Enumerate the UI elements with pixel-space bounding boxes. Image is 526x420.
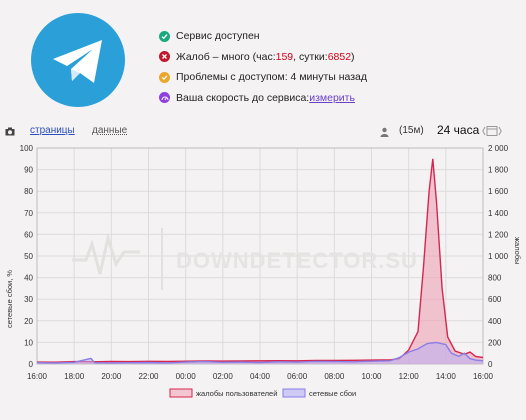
- y-left-tick: 70: [24, 209, 33, 218]
- y-right-tick: 200: [488, 338, 502, 347]
- x-tick: 02:00: [213, 372, 234, 381]
- complaints-text-before: Жалоб – много (час:: [176, 50, 276, 63]
- x-tick: 16:00: [27, 372, 48, 381]
- complaints-hour-count: 159: [275, 50, 294, 63]
- range-selector[interactable]: 24 часа: [437, 123, 480, 137]
- y-left-tick: 50: [24, 252, 33, 261]
- interval-selector[interactable]: (15м): [399, 125, 424, 136]
- complaints-text-mid: , сутки:: [293, 50, 328, 63]
- y-left-tick: 90: [24, 166, 33, 175]
- y-right-tick: 1 800: [488, 166, 509, 175]
- access-problems-text: Проблемы с доступом: 4 минуты назад: [176, 71, 368, 84]
- x-tick: 08:00: [324, 372, 345, 381]
- y-right-tick: 1 600: [488, 187, 509, 196]
- cross-icon: [159, 51, 170, 63]
- x-tick: 10:00: [361, 372, 382, 381]
- y-left-tick: 100: [20, 144, 34, 153]
- chart-grid: [36, 147, 484, 365]
- outages-series-area: [37, 342, 483, 364]
- status-list: Сервис доступен Жалоб – много (час: 159,…: [159, 26, 367, 108]
- complaints-series-line: [36, 158, 484, 363]
- y-left-tick: 20: [24, 317, 33, 326]
- camera-icon[interactable]: [5, 127, 15, 136]
- x-tick: 18:00: [64, 372, 85, 381]
- chart-series: [36, 158, 484, 364]
- y-left-tick: 80: [24, 187, 33, 196]
- y-left-tick: 10: [24, 338, 33, 347]
- status-item-complaints: Жалоб – много (час: 159, сутки: 6852): [159, 47, 367, 68]
- clock-icon: [159, 71, 170, 83]
- check-icon: [159, 30, 170, 42]
- x-tick: 06:00: [287, 372, 308, 381]
- y-right-tick: 1 200: [488, 230, 509, 239]
- legend-swatch-outages: [282, 388, 306, 398]
- y-left-tick: 40: [24, 274, 33, 283]
- y-left-tick: 60: [24, 230, 33, 239]
- x-tick: 04:00: [250, 372, 271, 381]
- watermark: DOWNDETECTOR.SU: [72, 228, 418, 290]
- status-available-text: Сервис доступен: [176, 30, 260, 43]
- user-icon[interactable]: [380, 127, 389, 137]
- watermark-text: DOWNDETECTOR.SU: [176, 248, 418, 273]
- x-tick: 00:00: [176, 372, 197, 381]
- y-right-axis-title: жалобы: [513, 237, 522, 265]
- y-left-tick: 0: [29, 360, 34, 369]
- y-left-axis-title: сетевые сбои, %: [5, 270, 14, 328]
- speed-icon: [159, 92, 170, 104]
- status-item-access-problems: Проблемы с доступом: 4 минуты назад: [159, 67, 367, 88]
- measure-speed-link[interactable]: измерить: [309, 91, 355, 104]
- telegram-logo: [31, 13, 125, 107]
- tab-data[interactable]: данные: [92, 125, 128, 136]
- y-left-tick: 30: [24, 295, 33, 304]
- status-item-speed: Ваша скорость до сервиса: измерить: [159, 88, 367, 109]
- calendar-icon[interactable]: [482, 125, 502, 137]
- complaints-day-count: 6852: [327, 50, 352, 63]
- x-tick: 14:00: [436, 372, 457, 381]
- y-right-tick: 1 000: [488, 252, 509, 261]
- y-right-tick: 600: [488, 295, 502, 304]
- tab-pages[interactable]: страницы: [30, 125, 75, 136]
- outages-series-line: [36, 341, 484, 364]
- legend-swatch-complaints: [169, 388, 193, 398]
- x-tick: 16:00: [473, 372, 494, 381]
- y-right-tick: 2 000: [488, 144, 509, 153]
- status-item-available: Сервис доступен: [159, 26, 367, 47]
- complaints-text-after: ): [351, 50, 355, 63]
- legend-complaints: жалобы пользователей: [196, 389, 277, 398]
- chart-ticks: 0 0 10 200 20 400 30 600 40 800 50 1 000 60 1 200 70 1 …: [20, 144, 509, 381]
- chart-legend: жалобы пользователей сетевые сбои: [169, 388, 356, 398]
- speed-text: Ваша скорость до сервиса:: [176, 91, 310, 104]
- x-tick: 22:00: [138, 372, 159, 381]
- complaints-chart: DOWNDETECTOR.SU 0 0 10 200 20 400 30 600 40 800 50…: [5, 144, 522, 398]
- y-right-tick: 0: [488, 360, 493, 369]
- y-right-tick: 800: [488, 274, 502, 283]
- y-right-tick: 1 400: [488, 209, 509, 218]
- y-right-tick: 400: [488, 317, 502, 326]
- legend-outages: сетевые сбои: [309, 389, 356, 398]
- x-tick: 12:00: [399, 372, 420, 381]
- x-tick: 20:00: [101, 372, 122, 381]
- chart-toolbar: страницы данные (15м) 24 часа: [0, 122, 526, 142]
